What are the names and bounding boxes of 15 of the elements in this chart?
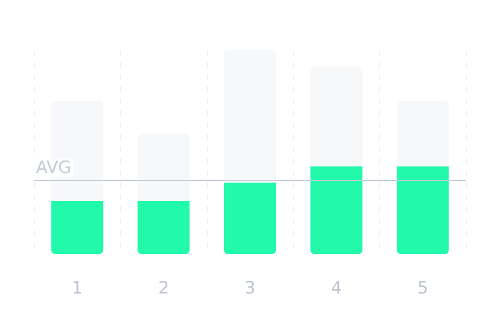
bar (138, 200, 190, 254)
bar (51, 200, 104, 254)
bar (396, 166, 449, 254)
x-tick-label: 4 (330, 278, 342, 298)
x-tick-label: 5 (417, 278, 428, 298)
bar (224, 50, 276, 183)
x-tick-label: 1 (72, 278, 83, 298)
ref-line-label: AVG (36, 158, 72, 178)
bar (310, 66, 362, 166)
x-tick-label: 2 (158, 278, 170, 298)
bar (310, 166, 362, 254)
bar (396, 101, 449, 166)
bar (224, 182, 276, 254)
bar (138, 134, 190, 201)
x-tick-label: 3 (244, 278, 256, 298)
